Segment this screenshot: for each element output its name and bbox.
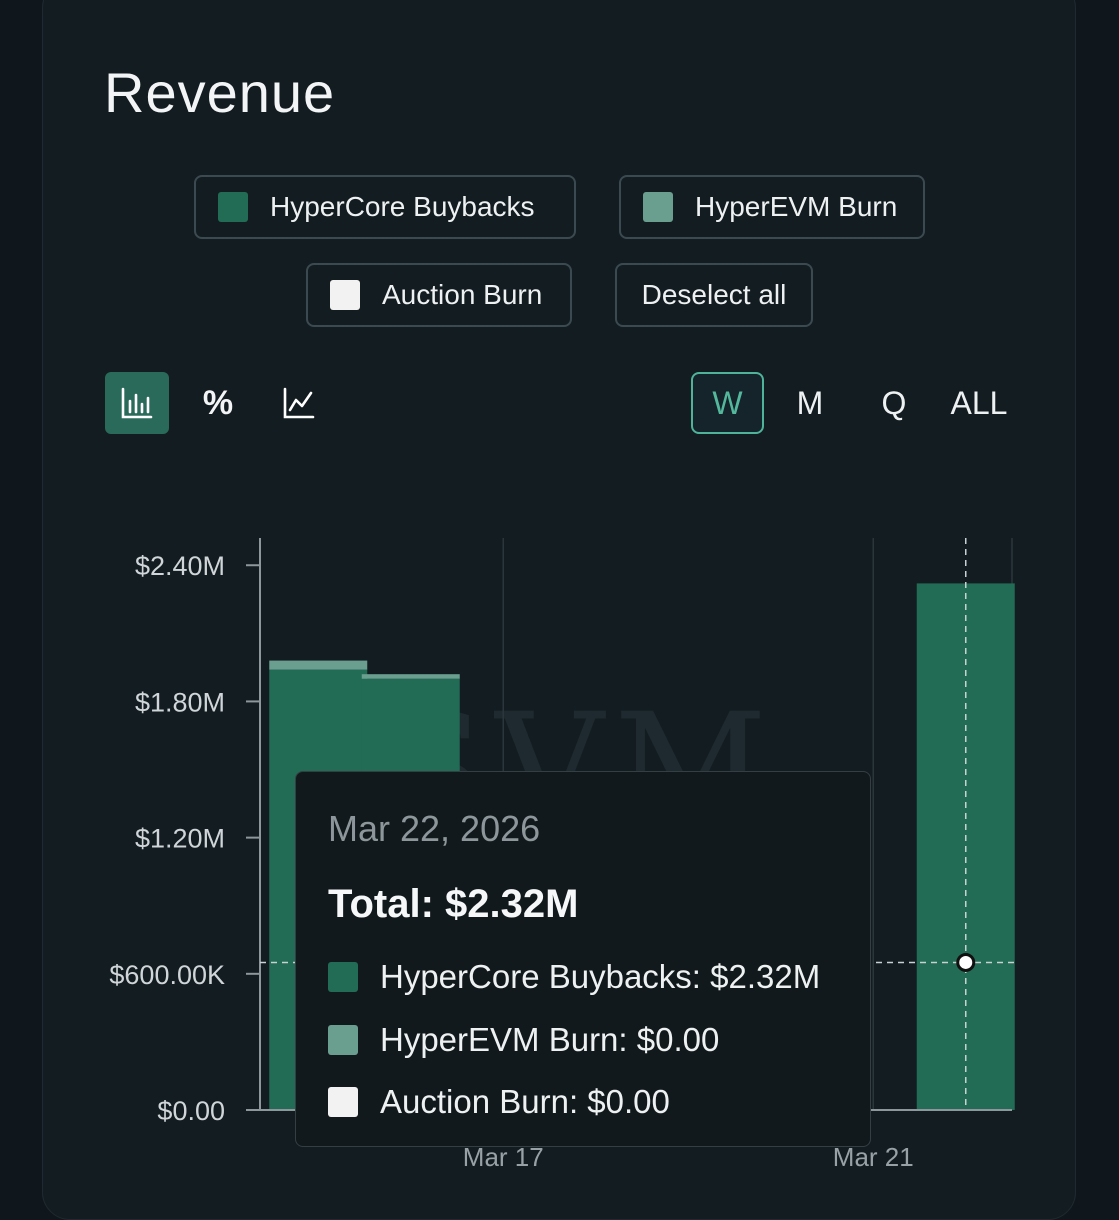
y-tick-label: $1.20M	[135, 824, 225, 854]
legend-chip-auction-burn[interactable]: Auction Burn	[306, 263, 572, 327]
tooltip-row-hypercore: HyperCore Buybacks: $2.32M	[328, 958, 820, 996]
y-tick-label: $1.80M	[135, 687, 225, 717]
auction-swatch	[330, 280, 360, 310]
hyperevm-swatch	[328, 1025, 358, 1055]
deselect-all-button[interactable]: Deselect all	[615, 263, 813, 327]
x-tick-label: Mar 17	[463, 1142, 544, 1172]
crosshair-dot	[956, 952, 976, 972]
bar-segment[interactable]	[269, 660, 368, 670]
range-month-button[interactable]: M	[796, 384, 824, 421]
legend-chip-label: HyperCore Buybacks	[270, 191, 535, 222]
percent-icon: %	[202, 383, 234, 422]
bar-segment[interactable]	[361, 674, 460, 679]
y-tick-label: $2.40M	[135, 551, 225, 581]
legend-chip-hypercore-buybacks[interactable]: HyperCore Buybacks	[194, 175, 576, 239]
tooltip-row-auction: Auction Burn: $0.00	[328, 1083, 670, 1121]
legend-chip-label: Auction Burn	[382, 279, 543, 310]
y-tick-label: $0.00	[157, 1096, 225, 1126]
hypercore-swatch	[218, 192, 248, 222]
chart-tooltip: Mar 22, 2026 Total: $2.32M HyperCore Buy…	[295, 771, 871, 1147]
auction-swatch	[328, 1087, 358, 1117]
tooltip-row-hyperevm: HyperEVM Burn: $0.00	[328, 1021, 719, 1059]
tooltip-date: Mar 22, 2026	[328, 808, 541, 849]
line-chart-icon	[283, 387, 315, 419]
hyperevm-swatch	[643, 192, 673, 222]
tooltip-total: Total: $2.32M	[328, 882, 579, 926]
bar-chart-icon	[121, 387, 153, 419]
tooltip-row-label: HyperEVM Burn: $0.00	[380, 1021, 720, 1058]
tooltip-row-label: Auction Burn: $0.00	[380, 1083, 670, 1120]
legend-chip-label: HyperEVM Burn	[695, 191, 898, 222]
tooltip-row-label: HyperCore Buybacks: $2.32M	[380, 958, 821, 995]
deselect-all-label: Deselect all	[641, 279, 787, 310]
bar-chart-toggle[interactable]	[105, 372, 169, 434]
range-all-button[interactable]: ALL	[950, 384, 1008, 421]
x-tick-label: Mar 21	[833, 1142, 914, 1172]
page-title: Revenue	[104, 61, 336, 124]
y-tick-label: $600.00K	[109, 960, 225, 990]
line-chart-toggle[interactable]	[267, 372, 331, 434]
hypercore-swatch	[328, 962, 358, 992]
legend-chip-hyperevm-burn[interactable]: HyperEVM Burn	[619, 175, 925, 239]
range-quarter-button[interactable]: Q	[881, 384, 907, 421]
percent-toggle[interactable]: %	[186, 372, 250, 434]
range-week-button[interactable]: W	[691, 372, 764, 434]
